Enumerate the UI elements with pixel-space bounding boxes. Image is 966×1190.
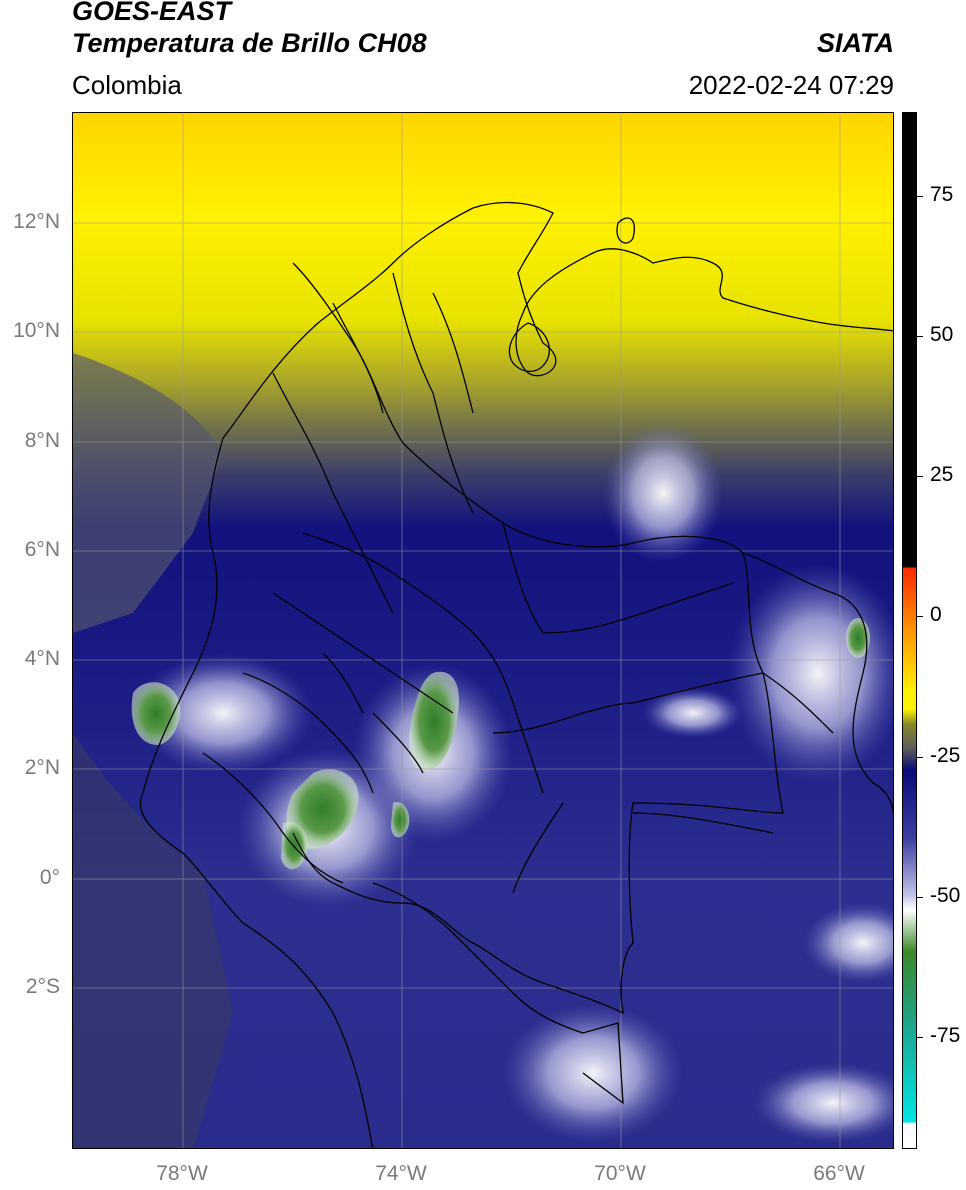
colorbar-tick-mark: [917, 896, 923, 898]
lat-label: 4°N: [24, 647, 60, 670]
organization-label: SIATA: [817, 28, 894, 58]
lat-label: 12°N: [13, 210, 60, 233]
map-canvas: [73, 113, 893, 1148]
colorbar: [902, 112, 917, 1149]
colorbar-tick-label: 0: [930, 603, 942, 627]
colorbar-tick-label: 25: [930, 463, 954, 487]
boundaries: [139, 201, 893, 1148]
satellite-map: [72, 112, 894, 1149]
lat-label: 2°N: [24, 756, 60, 779]
lat-label: 0°: [39, 866, 60, 889]
colorbar-tick-mark: [917, 476, 923, 478]
colorbar-tick-label: -50: [930, 883, 961, 907]
lon-label: 78°W: [156, 1162, 208, 1185]
graticule: [73, 113, 893, 1148]
colorbar-tick-label: -25: [930, 743, 961, 767]
colorbar-tick-mark: [917, 756, 923, 758]
colorbar-tick-mark: [917, 336, 923, 338]
lon-label: 70°W: [594, 1162, 646, 1185]
lat-label: 10°N: [13, 319, 60, 342]
colorbar-tick-label: 75: [930, 183, 954, 207]
colorbar-tick-mark: [917, 1036, 923, 1038]
timestamp-label: 2022-02-24 07:29: [688, 70, 894, 100]
lat-label: 2°S: [25, 975, 60, 998]
colorbar-tick-label: 50: [930, 323, 954, 347]
product-title: Temperatura de Brillo CH08: [72, 28, 427, 58]
region-label: Colombia: [72, 70, 182, 100]
lat-label: 8°N: [24, 429, 60, 452]
lon-label: 74°W: [375, 1162, 427, 1185]
colorbar-tick-mark: [917, 196, 923, 198]
lat-label: 6°N: [24, 538, 60, 561]
colorbar-tick-mark: [917, 616, 923, 618]
colorbar-tick-label: -75: [930, 1023, 961, 1047]
satellite-title: GOES-EAST: [72, 0, 232, 26]
lon-label: 66°W: [813, 1162, 865, 1185]
